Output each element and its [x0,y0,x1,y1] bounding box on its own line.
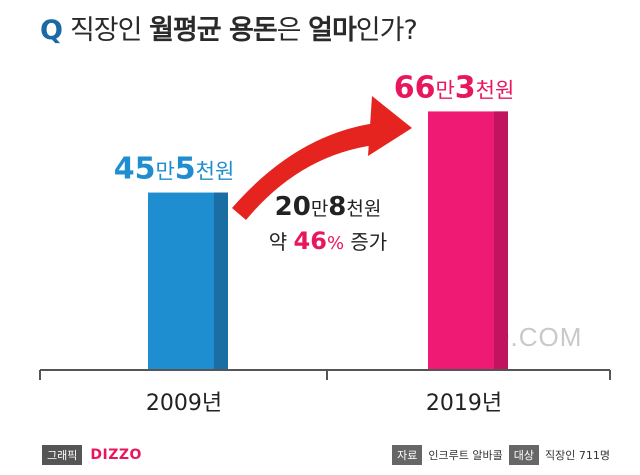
title-bold-2: 얼마 [308,15,357,46]
title-bold-1: 월평균 용돈 [149,15,278,46]
source-tag: 자료 [392,445,423,465]
value-label-0: 45만5천원 [114,152,235,187]
value-label-num1: 45 [114,152,156,187]
chart-title: Q 직장인 월평균 용돈은 얼마인가? [40,8,418,47]
x-tick-label-0: 2009년 [146,391,222,416]
increase-percent: 약 46% 증가 [269,227,387,255]
increase-unit2: 천원 [346,198,381,220]
increase-suffix: 증가 [344,230,387,254]
bar-shade-1 [494,111,508,371]
increase-num2: 8 [328,192,346,222]
value-label-unit1: 만 [435,78,454,102]
title-suffix: 인가? [355,15,418,46]
title-prefix: 직장인 [69,15,150,46]
value-label-num1: 66 [394,70,436,105]
source-text: 인크루트 알바콜 [428,449,503,462]
increase-num1: 20 [275,192,311,222]
title-mid: 은 [276,15,309,46]
footer-credit: 그래픽 DIZZO [42,445,142,465]
q-mark: Q [40,15,63,46]
value-label-num2: 5 [175,152,196,187]
arrow-head [368,96,412,156]
value-label-unit2: 천원 [196,160,235,184]
x-tick-label-1: 2019년 [426,391,502,416]
increase-pct-sign: % [327,233,344,254]
brand-logo: DIZZO [90,447,142,463]
increase-amount: 20만8천원 [275,192,382,222]
value-label-unit1: 만 [155,160,174,184]
footer-source: 자료 인크루트 알바콜 대상 직장인 711명 [392,445,610,465]
value-label-num2: 3 [455,70,476,105]
target-tag: 대상 [508,445,540,465]
value-label-1: 66만3천원 [394,70,515,105]
bar-shade-0 [214,192,228,370]
value-label-unit2: 천원 [476,78,515,102]
increase-unit1: 만 [311,198,328,220]
arrow-body [232,122,385,220]
target-text: 직장인 711명 [545,449,610,462]
graphic-tag: 그래픽 [42,445,83,465]
increase-arrow [232,96,412,220]
increase-prefix: 약 [269,230,294,254]
increase-pct: 46 [294,227,327,255]
